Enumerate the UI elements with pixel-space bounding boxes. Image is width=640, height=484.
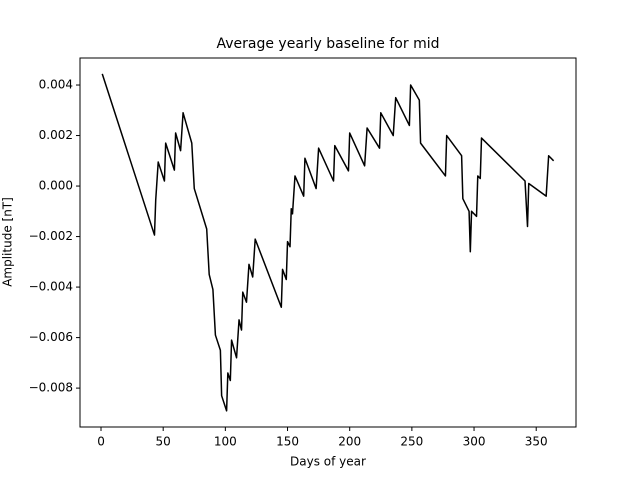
y-tick-label: −0.006 [29, 330, 73, 344]
x-tick-label: 250 [400, 435, 423, 449]
x-tick-label: 200 [338, 435, 361, 449]
x-tick-label: 100 [214, 435, 237, 449]
y-tick-label: −0.004 [29, 280, 73, 294]
x-tick-label: 150 [276, 435, 299, 449]
chart-title: Average yearly baseline for mid [216, 36, 439, 52]
y-tick-label: 0.000 [39, 179, 73, 193]
x-tick-label: 50 [156, 435, 171, 449]
x-axis-label: Days of year [290, 455, 366, 469]
x-tick-label: 300 [463, 435, 486, 449]
axes-frame [79, 57, 577, 428]
y-tick-label: 0.004 [39, 78, 73, 92]
x-tick-label: 0 [97, 435, 105, 449]
y-axis-label: Amplitude [nT] [1, 197, 15, 287]
x-tick-label: 350 [525, 435, 548, 449]
data-line [101, 73, 555, 412]
y-tick-label: −0.008 [29, 381, 73, 395]
y-tick-label: 0.002 [39, 128, 73, 142]
y-tick-label: −0.002 [29, 229, 73, 243]
